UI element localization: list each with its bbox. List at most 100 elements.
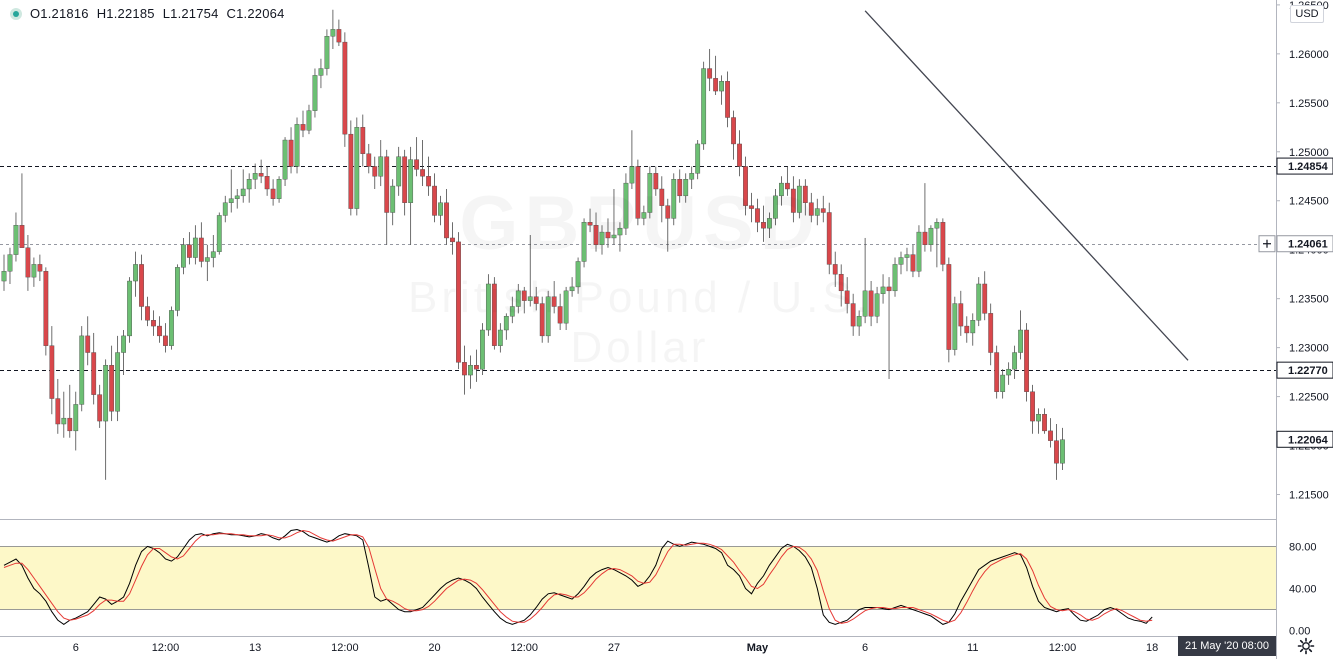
price-tick-label: 1.24500 [1289, 196, 1329, 208]
candle [151, 310, 156, 336]
candle-body [13, 225, 19, 255]
candle-body [808, 202, 814, 216]
candle [659, 176, 665, 223]
candle-body [85, 335, 91, 353]
candle [1000, 369, 1006, 399]
candle-body [796, 185, 802, 213]
candle [1, 254, 7, 291]
candle [737, 130, 742, 177]
candle-body [725, 81, 730, 118]
price-tick-label: 1.25000 [1289, 147, 1329, 159]
candle-body [1, 271, 7, 282]
candle-body [258, 173, 264, 177]
candle-body [850, 303, 856, 327]
resistance-trend-line [864, 10, 1189, 361]
stochastic-band [0, 545, 1276, 611]
candle [575, 257, 581, 294]
candle [480, 323, 485, 376]
candle-body [61, 417, 67, 425]
candle [533, 286, 539, 311]
candle-body [898, 257, 904, 265]
candle [294, 117, 300, 174]
candle [569, 277, 575, 297]
crosshair-price-tag: 1.24061 [1276, 235, 1333, 253]
candle [103, 359, 109, 480]
candle [641, 205, 647, 226]
candle-body [408, 159, 414, 203]
candle-body [73, 404, 79, 432]
candle-body [575, 261, 581, 288]
market-status-icon[interactable] [10, 7, 22, 20]
candle-body [671, 179, 677, 219]
candle-body [163, 335, 168, 346]
candle [121, 330, 127, 376]
price-tick-label: 1.25500 [1289, 98, 1329, 110]
candle [426, 156, 431, 196]
candle [163, 323, 168, 353]
trend-line[interactable] [864, 10, 1189, 361]
candle [814, 198, 820, 226]
candle [372, 156, 378, 189]
candle-body [886, 286, 892, 292]
candle-body [773, 195, 778, 219]
candle [432, 173, 437, 223]
candle [157, 316, 162, 343]
candle [204, 244, 210, 282]
candle [491, 277, 497, 350]
candle-body [952, 303, 958, 350]
candle-body [976, 283, 982, 321]
candle-body [1048, 430, 1053, 441]
candle [677, 169, 683, 203]
candle [509, 296, 515, 324]
candle-body [264, 176, 270, 190]
time-tick-label: 12:00 [1049, 642, 1077, 654]
candle-body [396, 156, 402, 187]
candle-body [79, 335, 85, 405]
candle-body [629, 166, 635, 184]
candle [109, 345, 115, 422]
candle [802, 179, 808, 216]
candle [497, 323, 503, 353]
candle [904, 247, 910, 272]
candle [629, 130, 635, 189]
last-price-tag: 1.22064 [1276, 430, 1333, 448]
price-axis[interactable]: 1.215001.220001.225001.230001.235001.240… [1258, 0, 1333, 638]
candle-body [1012, 352, 1018, 370]
candle [444, 188, 449, 245]
candle [617, 222, 623, 252]
candle [468, 355, 473, 389]
candle [450, 222, 455, 255]
candle-body [1018, 329, 1024, 353]
price-tick-label: 1.23000 [1289, 343, 1329, 355]
candle-body [623, 182, 629, 229]
candle [192, 225, 198, 265]
candle-body [916, 231, 922, 272]
candle [390, 179, 396, 226]
last-price-tag-text: 1.22064 [1288, 434, 1329, 446]
candle [611, 188, 617, 245]
candle-body [844, 290, 850, 304]
candle [342, 32, 348, 147]
candle-body [922, 231, 928, 246]
ohlc-legend: O1.21816 H1.22185 L1.21754 C1.22064 [10, 6, 285, 21]
candle [844, 277, 850, 314]
time-axis[interactable]: 6 12:00 13 12:00 20 12:00 27 May 6 11 12:00 18 [73, 642, 1159, 654]
grid [0, 0, 1277, 659]
candle-body [790, 188, 796, 213]
candle [856, 310, 862, 336]
candle-body [360, 127, 366, 154]
currency-button[interactable]: USD [1290, 5, 1324, 23]
candle [689, 166, 695, 189]
candle [258, 159, 264, 184]
settings-gear-icon[interactable] [1296, 636, 1316, 656]
candle [37, 254, 43, 282]
high-value: H1.22185 [96, 6, 155, 21]
candle [348, 120, 354, 216]
candle-body [420, 169, 425, 177]
candles [1, 9, 1065, 480]
candle-body [1036, 414, 1041, 422]
candle [169, 306, 174, 350]
candle-body [862, 290, 868, 317]
candle-body [934, 222, 940, 229]
